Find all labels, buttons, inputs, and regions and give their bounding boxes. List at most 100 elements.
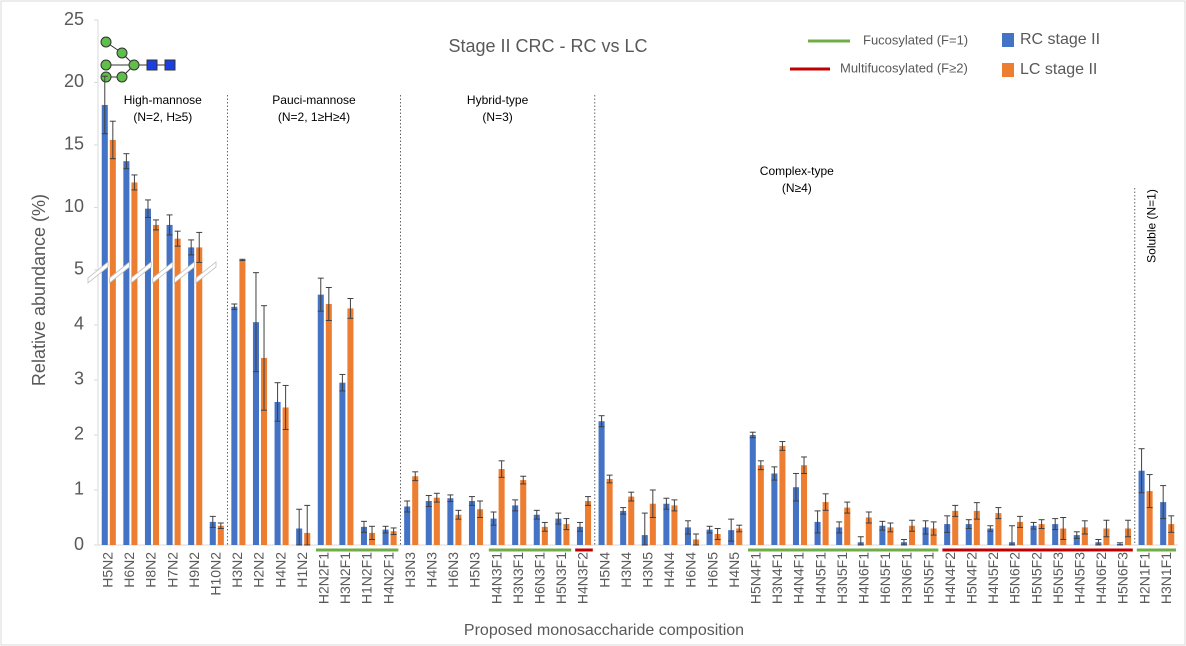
error-bar (347, 298, 354, 319)
error-bar (425, 494, 432, 507)
x-tick-label: H4N6F1 (856, 552, 872, 604)
x-tick-label: H5N3 (467, 552, 483, 588)
error-bar (714, 527, 721, 540)
error-bar (857, 536, 864, 546)
bar (995, 513, 1002, 545)
error-bar (987, 525, 994, 532)
x-tick-label: H4N4F1 (791, 552, 807, 604)
error-bar (1146, 474, 1153, 509)
x-tick-label: H4N3F2 (575, 552, 591, 604)
error-bar (520, 475, 527, 485)
bar (952, 510, 959, 545)
error-bar (1060, 516, 1067, 540)
error-bar (274, 382, 281, 422)
error-bar (563, 518, 570, 531)
error-bar (1103, 519, 1110, 538)
bar (404, 506, 411, 545)
bar (153, 224, 160, 545)
bar (757, 465, 764, 545)
y-tick-label: 0 (74, 534, 84, 554)
x-tick-label: H2N2 (251, 552, 267, 588)
y-tick-label: 5 (74, 259, 84, 279)
x-tick-label: H7N2 (164, 552, 180, 588)
bar (512, 505, 519, 545)
group-label: High-mannose (124, 93, 202, 107)
legend-swatch (1002, 63, 1014, 77)
error-bar (1073, 531, 1080, 539)
x-tick-label: H6N3F1 (532, 552, 548, 604)
error-bar (477, 500, 484, 518)
error-bar (930, 521, 937, 536)
bar (749, 434, 756, 545)
y-tick-label: 10 (64, 196, 84, 216)
error-bar (771, 466, 778, 481)
x-tick-label: H5N5F1 (920, 552, 936, 604)
error-bar (317, 277, 324, 312)
bar (1073, 535, 1080, 545)
error-bar (533, 509, 540, 520)
x-tick-label: H6N5F1 (877, 552, 893, 604)
error-bar (555, 512, 562, 525)
y-tick-label: 20 (64, 71, 84, 91)
x-tick-label: H4N3F1 (488, 552, 504, 604)
bar (1146, 491, 1153, 545)
legend-swatch (1002, 33, 1014, 47)
bar (779, 445, 786, 545)
error-bar (1017, 515, 1024, 528)
error-bar (166, 214, 173, 236)
error-bar (1030, 521, 1037, 530)
bar (1052, 524, 1059, 545)
y-axis-label: Relative abundance (%) (29, 194, 49, 386)
x-tick-label: H4N2F1 (380, 552, 396, 604)
error-bar (684, 520, 691, 535)
x-tick-label: H5N4F2 (964, 552, 980, 604)
error-bar (792, 472, 799, 502)
bar (649, 503, 656, 545)
y-tick-label: 25 (64, 9, 84, 29)
error-bar (801, 456, 808, 474)
x-tick-label: H3N4F1 (769, 552, 785, 604)
x-tick-label: H2N2F1 (316, 552, 332, 604)
error-bar (455, 509, 462, 520)
glycan-icon (100, 36, 176, 83)
x-tick-label: H2N1F1 (1136, 552, 1152, 604)
bar (433, 497, 440, 545)
bar (533, 514, 540, 545)
x-tick-label: H5N5F3 (1050, 552, 1066, 604)
bar (274, 401, 281, 545)
error-bar (153, 219, 160, 231)
error-bar (814, 510, 821, 534)
error-bar (325, 287, 332, 322)
axis-break (152, 261, 174, 284)
error-bar (1038, 519, 1045, 529)
bar (390, 531, 397, 545)
error-bar (606, 474, 613, 484)
bar (131, 182, 138, 545)
error-bar (1160, 485, 1167, 520)
error-bar (339, 373, 346, 392)
error-bar (844, 501, 851, 514)
error-bar (209, 515, 216, 528)
error-bar (598, 415, 605, 428)
error-bar (779, 441, 786, 451)
error-bar (706, 525, 713, 534)
error-bar (749, 431, 756, 439)
bar (317, 294, 324, 545)
bar (541, 526, 548, 545)
bar (628, 496, 635, 545)
bar (822, 502, 829, 545)
error-bar (620, 507, 627, 515)
error-bar (404, 500, 411, 513)
error-bar (498, 460, 505, 478)
error-bar (512, 499, 519, 512)
error-bar (261, 305, 268, 411)
group-label: Hybrid-type (467, 93, 529, 107)
bar (944, 524, 951, 545)
x-tick-label: H9N2 (186, 552, 202, 588)
error-bar (144, 199, 151, 218)
error-bar (196, 231, 203, 263)
x-tick-label: H4N5 (726, 552, 742, 588)
error-bar (239, 258, 246, 262)
bar (252, 322, 259, 545)
